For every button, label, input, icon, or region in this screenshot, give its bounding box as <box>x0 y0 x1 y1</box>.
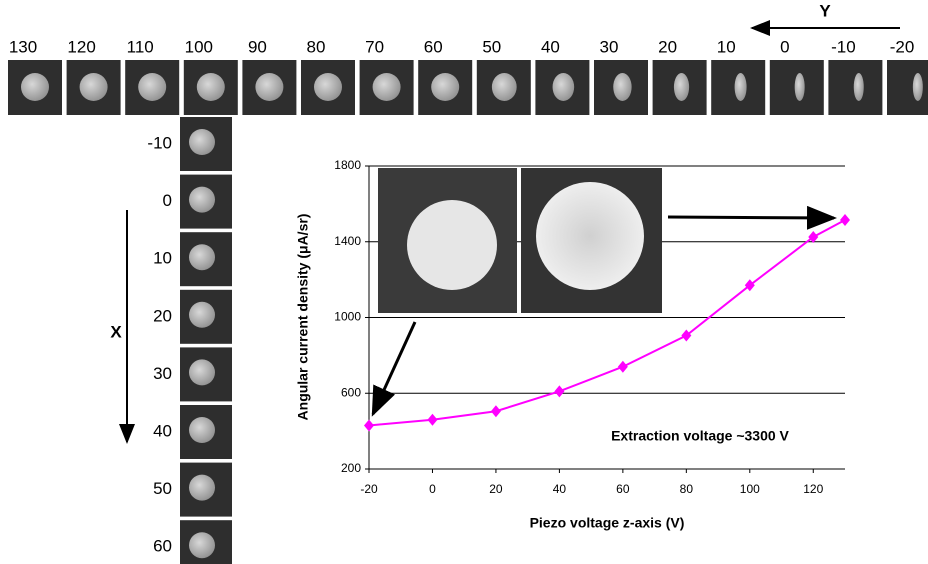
y-position-label: 70 <box>365 37 384 56</box>
scan-spot <box>80 73 108 101</box>
inset-images <box>378 168 662 313</box>
scan-spot <box>189 129 215 155</box>
scan-spot <box>189 417 215 443</box>
scan-spot <box>492 73 517 101</box>
scan-spot <box>553 73 575 101</box>
annotation: Extraction voltage ~3300 V <box>611 428 789 444</box>
scan-spot <box>913 73 923 101</box>
scan-spot <box>613 73 631 101</box>
scan-spot <box>197 73 225 101</box>
y-tick-label: 600 <box>341 385 361 399</box>
data-point <box>618 361 628 373</box>
y-tick-label: 200 <box>341 461 361 475</box>
y-tick-label: 1000 <box>334 310 361 324</box>
y-scan-label: Y <box>819 1 831 20</box>
y-position-label: -20 <box>890 37 915 56</box>
scan-spot <box>138 73 166 101</box>
scan-spot <box>314 73 342 101</box>
y-position-label: 130 <box>9 37 37 56</box>
scan-spot <box>735 73 747 101</box>
y-position-label: 20 <box>658 37 677 56</box>
y-position-label: 60 <box>424 37 443 56</box>
inset-spot <box>407 200 497 290</box>
x-tick-label: -20 <box>360 482 378 496</box>
x-tick-label: 100 <box>740 482 760 496</box>
x-axis-title: Piezo voltage z-axis (V) <box>530 515 685 531</box>
pointer-arrow <box>668 217 834 218</box>
y-position-label: -10 <box>831 37 856 56</box>
inset-spot <box>536 182 644 290</box>
x-position-label: 10 <box>153 249 172 268</box>
scan-spot <box>189 475 215 501</box>
y-position-label: 0 <box>780 37 789 56</box>
y-position-label: 30 <box>600 37 619 56</box>
x-position-label: 30 <box>153 364 172 383</box>
x-tick-label: 80 <box>680 482 694 496</box>
scan-spot <box>255 73 283 101</box>
data-point <box>681 329 691 341</box>
scan-spot <box>189 187 215 213</box>
y-position-label: 120 <box>67 37 95 56</box>
y-position-label: 50 <box>482 37 501 56</box>
y-position-label: 100 <box>185 37 213 56</box>
x-position-label: 40 <box>153 421 172 440</box>
scan-spot <box>189 302 215 328</box>
scan-spot <box>189 359 215 385</box>
data-point <box>554 385 564 397</box>
scan-spot <box>189 532 215 558</box>
x-scan-label: X <box>110 322 122 341</box>
scan-spot <box>431 73 459 101</box>
x-position-label: 20 <box>153 306 172 325</box>
x-position-label: 60 <box>153 537 172 556</box>
x-tick-label: 60 <box>616 482 630 496</box>
figure: 1301201101009080706050403020100-10-20-10… <box>0 0 928 564</box>
y-position-label: 80 <box>307 37 326 56</box>
scan-spot <box>373 73 401 101</box>
data-point <box>745 279 755 291</box>
data-point <box>840 214 850 226</box>
y-position-label: 10 <box>717 37 736 56</box>
x-tick-label: 120 <box>803 482 823 496</box>
data-point <box>364 419 374 431</box>
x-tick-label: 20 <box>489 482 503 496</box>
scan-spot <box>854 73 864 101</box>
data-point <box>491 405 501 417</box>
y-axis-title: Angular current density (μA/sr) <box>295 214 311 421</box>
scan-spot <box>795 73 805 101</box>
data-point <box>808 231 818 243</box>
scan-spot <box>189 244 215 270</box>
data-point <box>427 414 437 426</box>
pointer-arrow <box>373 322 415 414</box>
x-position-label: 0 <box>163 191 172 210</box>
scan-spot <box>674 73 689 101</box>
x-tick-label: 40 <box>553 482 567 496</box>
scan-spot <box>21 73 49 101</box>
y-tick-label: 1800 <box>334 158 361 172</box>
x-tick-label: 0 <box>429 482 436 496</box>
y-position-label: 40 <box>541 37 560 56</box>
y-tick-label: 1400 <box>334 234 361 248</box>
x-position-label: 50 <box>153 479 172 498</box>
y-position-label: 90 <box>248 37 267 56</box>
x-position-label: -10 <box>147 133 172 152</box>
y-position-label: 110 <box>127 37 154 56</box>
